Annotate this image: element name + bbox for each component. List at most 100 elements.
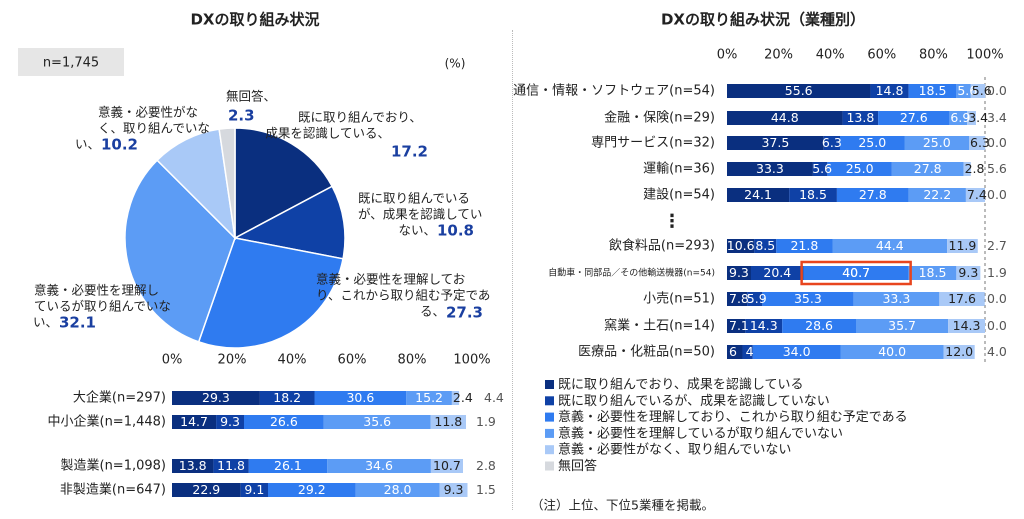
bar-segment <box>727 188 790 202</box>
pie-slice-value: 32.1 <box>59 314 96 332</box>
bar-value-label: 44.8 <box>771 110 799 125</box>
bar-value-label: 10.6 <box>727 238 755 253</box>
industry-title: DXの取り組み状況（業種別） <box>661 11 865 29</box>
bar-value-label: 27.8 <box>859 187 887 202</box>
bar-value-label: 27.8 <box>914 161 942 176</box>
axis-tick-label: 60% <box>338 353 367 368</box>
bar-segment <box>727 84 871 98</box>
bar-value-label: 18.5 <box>919 265 947 280</box>
bar-value-label: 35.7 <box>888 318 916 333</box>
bar-value-label: 27.6 <box>900 110 928 125</box>
bar-segment <box>430 415 466 429</box>
legend-label: 既に取り組んでいるが、成果を認識していない <box>558 393 830 409</box>
bar-value-label: 14.3 <box>953 318 981 333</box>
bar-value-label: 15.2 <box>415 390 443 405</box>
bar-value-label: 18.5 <box>919 83 947 98</box>
pie-slice <box>124 159 236 343</box>
pie-slice-value: 10.8 <box>437 222 474 240</box>
bar-segment <box>213 459 249 473</box>
pie-slice-label: 既に取り組んでいる <box>358 191 470 206</box>
bar-segment <box>878 111 950 125</box>
sample-size-box <box>18 48 124 76</box>
pie-slice-label: が、成果を認識してい <box>358 207 482 222</box>
bar-value-label: 24.1 <box>744 187 772 202</box>
bar-value-label: 3.4 <box>968 110 988 125</box>
bar-value-label: 34.6 <box>365 458 393 473</box>
bar-value-label: 5.6 <box>987 161 1007 176</box>
sample-size-label: n=1,745 <box>43 56 99 71</box>
bar-value-label: 14.8 <box>876 83 904 98</box>
bar-value-label: 1.5 <box>476 482 496 497</box>
bar-value-label: 7.8 <box>729 291 749 306</box>
bar-segment <box>827 162 892 176</box>
category-label: 自動車・同部品／その他輸送機器(n=54) <box>548 267 715 279</box>
pie-slice-value: 17.2 <box>391 143 428 161</box>
bar-value-label: 6 <box>729 344 737 359</box>
bar-value-label: 34.0 <box>783 344 811 359</box>
bar-segment <box>908 266 957 280</box>
legend-swatch <box>545 428 554 438</box>
category-label: 専門サービス(n=32) <box>591 136 715 151</box>
bar-value-label: 0.0 <box>987 291 1007 306</box>
legend-label: 既に取り組んでおり、成果を認識している <box>558 377 803 393</box>
bar-value-label: 29.2 <box>298 482 326 497</box>
pie-slice-label: 意義・必要性を理解し <box>34 283 159 298</box>
category-label: 製造業(n=1,098) <box>61 458 167 474</box>
pie-slice <box>234 127 334 240</box>
legend-swatch <box>545 461 554 471</box>
bar-segment <box>406 391 452 405</box>
unit-label: (%) <box>445 57 466 71</box>
bar-segment <box>745 319 783 333</box>
bar-segment <box>727 292 748 306</box>
bar-value-label: 55.6 <box>785 83 813 98</box>
pie-slice-label: 成果を認識している、 <box>265 126 390 141</box>
bar-segment <box>240 483 268 497</box>
bar-segment <box>355 483 440 497</box>
bar-segment <box>747 292 763 306</box>
legend-label: 意義・必要性を理解しているが取り組んでいない <box>558 425 843 441</box>
axis-tick-label: 60% <box>867 48 896 63</box>
bar-segment <box>789 188 837 202</box>
category-label: 飲食料品(n=293) <box>609 238 715 254</box>
pie-slice-label: い、 <box>75 137 100 152</box>
legend-label: 意義・必要性がなく、取り組んでいない <box>558 442 791 458</box>
bar-segment <box>172 391 260 405</box>
pie-slice-label: い、 <box>33 315 58 330</box>
bar-value-label: 30.6 <box>346 390 374 405</box>
axis-tick-label: 80% <box>919 48 948 63</box>
bar-segment <box>754 239 777 253</box>
bar-segment <box>832 239 948 253</box>
bar-value-label: 5.9 <box>747 291 767 306</box>
bar-segment <box>904 136 970 150</box>
highlighted-value-label: 40.7 <box>842 265 870 280</box>
bar-segment <box>967 111 976 125</box>
bar-segment <box>244 415 324 429</box>
bar-segment <box>969 136 986 150</box>
bar-value-label: 18.2 <box>273 390 301 405</box>
footnote: （注）上位、下位5業種を掲載。 <box>531 498 714 513</box>
category-label: 医療品・化粧品(n=50) <box>578 345 715 360</box>
bar-value-label: 6.3 <box>822 135 842 150</box>
bar-value-label: 17.6 <box>948 291 976 306</box>
bar-value-label: 0.0 <box>987 318 1007 333</box>
pie-slice-label: 意義・必要性を理解してお <box>316 272 465 287</box>
bar-segment <box>451 391 460 405</box>
pie-slice <box>156 128 237 241</box>
bar-value-label: 40.0 <box>878 344 906 359</box>
bar-value-label: 11.9 <box>949 238 977 253</box>
bar-segment <box>248 459 328 473</box>
axis-tick-label: 100% <box>966 48 1003 63</box>
bar-value-label: 3.4 <box>987 110 1007 125</box>
bar-segment <box>727 111 843 125</box>
bar-value-label: 0.0 <box>987 187 1007 202</box>
pie-slice <box>218 127 236 239</box>
bar-value-label: 28.6 <box>805 318 833 333</box>
bar-value-label: 1.9 <box>987 265 1007 280</box>
bar-value-label: 25.0 <box>846 161 874 176</box>
bar-value-label: 2.7 <box>987 238 1007 253</box>
bar-segment <box>842 111 879 125</box>
bar-segment <box>172 415 217 429</box>
bar-segment <box>268 483 356 497</box>
bar-value-label: 13.8 <box>846 110 874 125</box>
bar-segment <box>970 84 986 98</box>
